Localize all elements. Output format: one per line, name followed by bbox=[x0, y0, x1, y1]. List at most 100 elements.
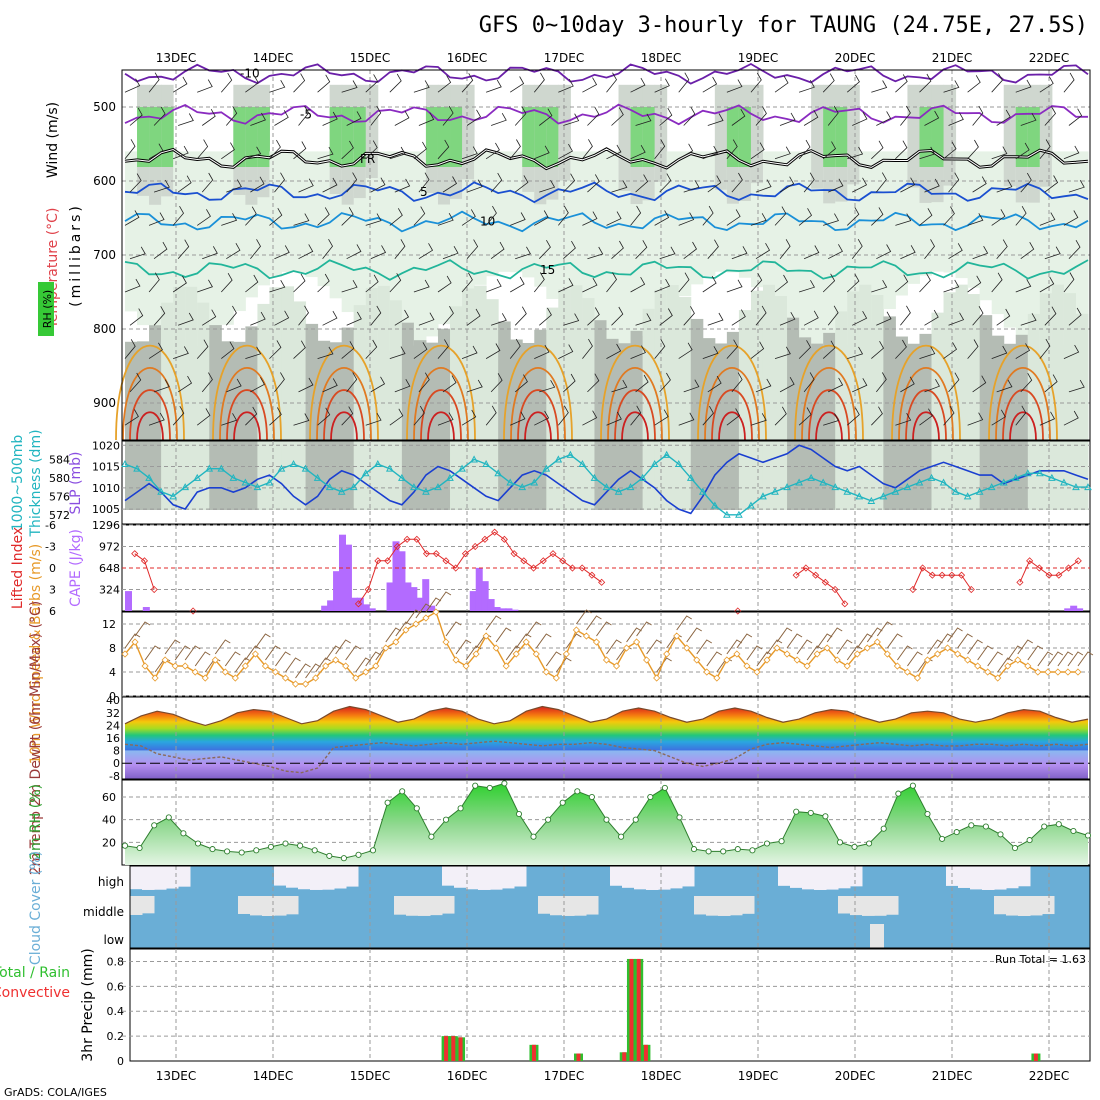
thickness-line bbox=[121, 450, 1092, 518]
wind-barb-10m bbox=[987, 651, 1003, 667]
wind-barb bbox=[177, 175, 192, 193]
thickness-point bbox=[410, 483, 418, 491]
wind-barb bbox=[1068, 379, 1085, 393]
wind-barb bbox=[1020, 113, 1037, 126]
wind-barb bbox=[558, 344, 574, 359]
wind-barb bbox=[1015, 142, 1030, 160]
cloud-mid-gap bbox=[394, 896, 407, 915]
warm-isotherm-dome bbox=[510, 366, 566, 441]
wind-barb-10m bbox=[265, 645, 281, 661]
thickness-point bbox=[373, 460, 382, 468]
wind-barb-10m bbox=[886, 633, 903, 649]
wind-barb bbox=[341, 207, 354, 226]
wind-barb bbox=[630, 145, 646, 160]
cloud-mid-gap bbox=[406, 896, 419, 916]
wind-speed-point bbox=[733, 650, 741, 658]
warm-isotherm-dome bbox=[988, 344, 1058, 441]
wind-barb bbox=[683, 241, 698, 260]
thickness-point bbox=[530, 478, 539, 486]
wind-barb bbox=[437, 213, 454, 226]
wind-barb bbox=[582, 139, 593, 160]
rh-point bbox=[763, 840, 771, 847]
cape-bar bbox=[142, 607, 150, 611]
wind-barb bbox=[221, 142, 235, 160]
ylabel-convective: Convective bbox=[0, 985, 70, 1001]
wind-barb-10m bbox=[565, 633, 582, 649]
rh-shade-band bbox=[955, 151, 969, 279]
wind-speed-tick: 12 bbox=[102, 618, 116, 631]
wind-barb-10m bbox=[194, 651, 211, 667]
wind-barb bbox=[895, 213, 912, 226]
cape-bars bbox=[125, 534, 1084, 611]
footer-credit: GrADS: COLA/IGES bbox=[4, 1086, 107, 1099]
cloud-mid-gap bbox=[850, 896, 863, 916]
wind-barb-10m bbox=[515, 633, 532, 649]
rh-shade-lower bbox=[570, 285, 583, 510]
wind-barb bbox=[226, 179, 242, 193]
rh-point bbox=[180, 830, 187, 837]
wind-barb bbox=[250, 377, 265, 393]
wind-barb bbox=[177, 375, 193, 393]
wind-barb bbox=[871, 140, 884, 160]
warm-isotherm-dome bbox=[697, 344, 767, 441]
wind-barb bbox=[534, 410, 550, 426]
thickness-point bbox=[181, 483, 190, 491]
thickness-point bbox=[867, 496, 876, 504]
cloud-high-gap bbox=[634, 866, 647, 890]
wind-barb bbox=[490, 313, 507, 326]
lifted-index-point bbox=[131, 550, 139, 558]
li-tick: -3 bbox=[45, 541, 56, 554]
thickness-point bbox=[927, 473, 936, 481]
wind-barb bbox=[755, 305, 767, 326]
wind-barb-10m bbox=[826, 627, 843, 643]
thickness-point bbox=[1084, 483, 1092, 491]
cloud-high-gap bbox=[850, 866, 863, 887]
precip-axis: 0 0.2 0.4 0.6 0.8 bbox=[107, 955, 125, 1068]
wind-barb bbox=[221, 413, 238, 426]
wind-speed-point bbox=[974, 662, 982, 670]
wind-barb bbox=[654, 210, 670, 226]
date-tick-bottom: 14DEC bbox=[253, 1069, 293, 1083]
thickness-point bbox=[987, 483, 996, 491]
wind-barb bbox=[341, 80, 358, 93]
rh-legend-swatch bbox=[38, 282, 54, 336]
wind-speed-point bbox=[833, 656, 841, 664]
rh-shade-lower bbox=[678, 297, 692, 510]
wind-barb bbox=[1020, 172, 1032, 193]
lifted-index-point bbox=[432, 550, 440, 558]
wind-barb bbox=[871, 341, 885, 359]
rh-shade-band bbox=[1039, 84, 1053, 187]
cape-bar bbox=[333, 571, 341, 611]
wind-speed-point bbox=[181, 662, 189, 670]
wind-barb bbox=[442, 375, 457, 393]
cape-bar bbox=[1070, 605, 1078, 611]
wind-speed-point bbox=[402, 626, 410, 634]
rh-point bbox=[793, 808, 800, 815]
wind-barb bbox=[1015, 343, 1031, 359]
cape-bar bbox=[356, 597, 364, 611]
wind-speed-point bbox=[492, 644, 500, 652]
thickness-tick: 576 bbox=[49, 490, 70, 503]
wind-barb bbox=[341, 140, 354, 160]
cloud-high-gap bbox=[514, 866, 527, 887]
rh-shade-band bbox=[341, 107, 355, 167]
thickness-point bbox=[446, 473, 454, 481]
date-tick-bottom: 19DEC bbox=[738, 1069, 778, 1083]
warm-isotherm-dome bbox=[233, 411, 261, 441]
wind-barb bbox=[514, 374, 528, 393]
wind-barb bbox=[365, 74, 379, 93]
wind-barb bbox=[635, 313, 652, 326]
temp-tick: 16 bbox=[106, 732, 120, 745]
rh-shade-lower bbox=[955, 284, 969, 510]
isotherm-label: 15 bbox=[540, 263, 555, 277]
wind-speed-point bbox=[923, 656, 932, 664]
wind-barb bbox=[895, 140, 908, 160]
wind-barb bbox=[750, 213, 767, 226]
wind-barb-10m bbox=[224, 651, 241, 667]
wind-barb bbox=[129, 246, 146, 260]
wind-barb bbox=[250, 311, 266, 326]
wind-barb bbox=[996, 308, 1011, 326]
wind-barb bbox=[490, 241, 505, 260]
wind-barb bbox=[538, 240, 551, 259]
wind-barb-10m bbox=[796, 639, 813, 655]
